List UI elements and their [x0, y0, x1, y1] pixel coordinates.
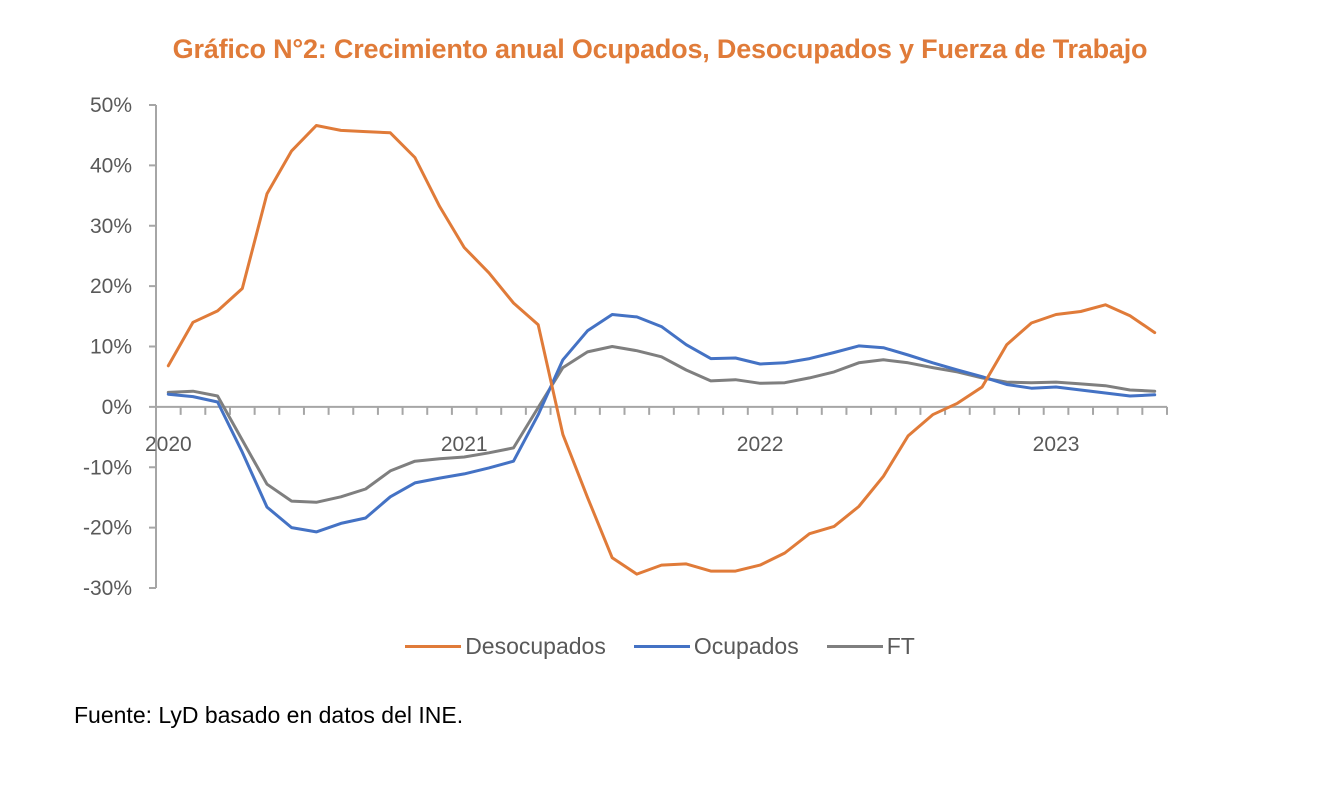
y-tick-label: 30%	[90, 215, 132, 238]
legend-label-ft: FT	[886, 633, 915, 659]
legend-item-ft: FT	[826, 633, 915, 660]
legend-item-desocupados: Desocupados	[405, 633, 606, 660]
x-tick-label: 2020	[145, 433, 192, 456]
x-axis: 2020 2021 2022 2023	[145, 405, 1168, 456]
legend-swatch-desocupados	[405, 645, 462, 648]
chart-title: Gráfico N°2: Crecimiento anual Ocupados,…	[172, 34, 1148, 64]
series-line-ft	[166, 345, 1157, 504]
y-tick-label: 0%	[102, 396, 132, 419]
series-line-ocupados	[166, 313, 1157, 534]
y-tick-label: 10%	[90, 336, 132, 359]
y-tick-label: -10%	[83, 456, 132, 479]
x-tick-label: 2023	[1033, 433, 1080, 456]
source-note: Fuente: LyD basado en datos del INE.	[74, 702, 464, 728]
legend-swatch-ocupados	[633, 645, 690, 648]
legend-label-desocupados: Desocupados	[465, 633, 606, 659]
x-tick-label: 2021	[441, 433, 488, 456]
legend-label-ocupados: Ocupados	[693, 633, 799, 659]
y-tick-label: 20%	[90, 275, 132, 298]
legend-swatch-ft	[826, 645, 883, 648]
legend: Desocupados Ocupados FT	[0, 633, 1320, 660]
series-lines	[166, 124, 1157, 576]
y-tick-label: 40%	[90, 154, 132, 177]
series-line-desocupados	[166, 124, 1157, 576]
x-tick-label: 2022	[737, 433, 784, 456]
legend-item-ocupados: Ocupados	[633, 633, 799, 660]
y-tick-label: 50%	[90, 94, 132, 117]
y-tick-label: -30%	[83, 577, 132, 600]
y-tick-label: -20%	[83, 517, 132, 540]
y-axis: 50% 40% 30% 20% 10% 0% -10% -20% -30%	[83, 94, 157, 600]
